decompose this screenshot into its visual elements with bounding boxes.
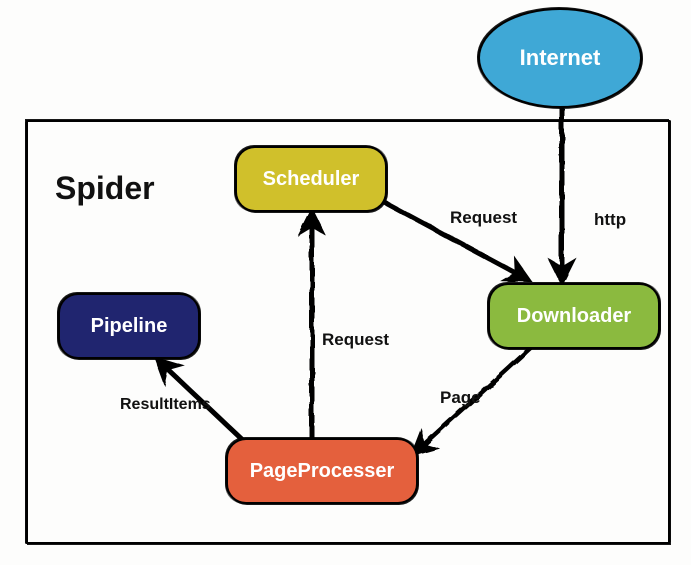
internet-node: Internet bbox=[480, 10, 640, 106]
edge-label-request-sched: Request bbox=[450, 208, 517, 228]
spider-container-title: Spider bbox=[55, 170, 155, 207]
edge-label-http: http bbox=[594, 210, 626, 230]
pageprocesser-node: PageProcesser bbox=[228, 440, 416, 502]
downloader-node-label: Downloader bbox=[517, 305, 631, 328]
pipeline-node-label: Pipeline bbox=[91, 315, 168, 338]
pageprocesser-node-label: PageProcesser bbox=[250, 460, 395, 483]
edge-label-resultitems: ResultItems bbox=[120, 396, 211, 414]
internet-node-label: Internet bbox=[520, 45, 601, 71]
edge-label-request-pp: Request bbox=[322, 330, 389, 350]
scheduler-node-label: Scheduler bbox=[263, 168, 360, 191]
downloader-node: Downloader bbox=[490, 285, 658, 347]
scheduler-node: Scheduler bbox=[237, 148, 385, 210]
edge-label-page: Page bbox=[440, 388, 481, 408]
pipeline-node: Pipeline bbox=[60, 295, 198, 357]
